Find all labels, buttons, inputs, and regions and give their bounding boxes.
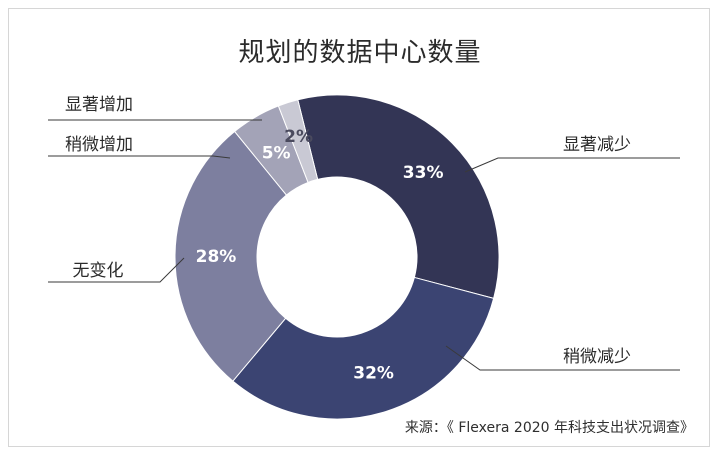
category-label-无变化: 无变化 bbox=[73, 261, 124, 281]
value-label-显著增加: 2% bbox=[284, 127, 313, 147]
chart-title: 规划的数据中心数量 bbox=[238, 38, 482, 68]
slice-显著增加 bbox=[277, 99, 319, 184]
source-note: 来源：《 Flexera 2020 年科技支出状况调查》 bbox=[404, 420, 694, 436]
callout-leaders bbox=[48, 119, 680, 371]
slice-稍微减少 bbox=[232, 276, 495, 420]
category-label-显著减少: 显著减少 bbox=[563, 135, 631, 155]
leader-line-稍微减少 bbox=[445, 345, 680, 371]
leader-line-显著减少 bbox=[464, 157, 680, 173]
donut-value-labels: 33% 32% 28% 5%2% bbox=[196, 127, 444, 383]
slice-显著减少 bbox=[297, 94, 500, 299]
category-label-稍微增加: 稍微增加 bbox=[65, 135, 133, 155]
value-label-显著减少: 33% bbox=[403, 163, 444, 183]
donut-slices bbox=[174, 94, 500, 420]
value-label-稍微减少: 32% bbox=[353, 363, 394, 383]
value-label-无变化: 28% bbox=[196, 247, 237, 267]
value-label-稍微增加: 5% bbox=[262, 143, 291, 163]
category-label-显著增加: 显著增加 bbox=[65, 95, 133, 115]
slice-无变化 bbox=[174, 130, 288, 382]
category-label-稍微减少: 稍微减少 bbox=[563, 347, 631, 367]
leader-line-稍微增加 bbox=[48, 155, 231, 159]
leader-line-无变化 bbox=[48, 257, 185, 283]
